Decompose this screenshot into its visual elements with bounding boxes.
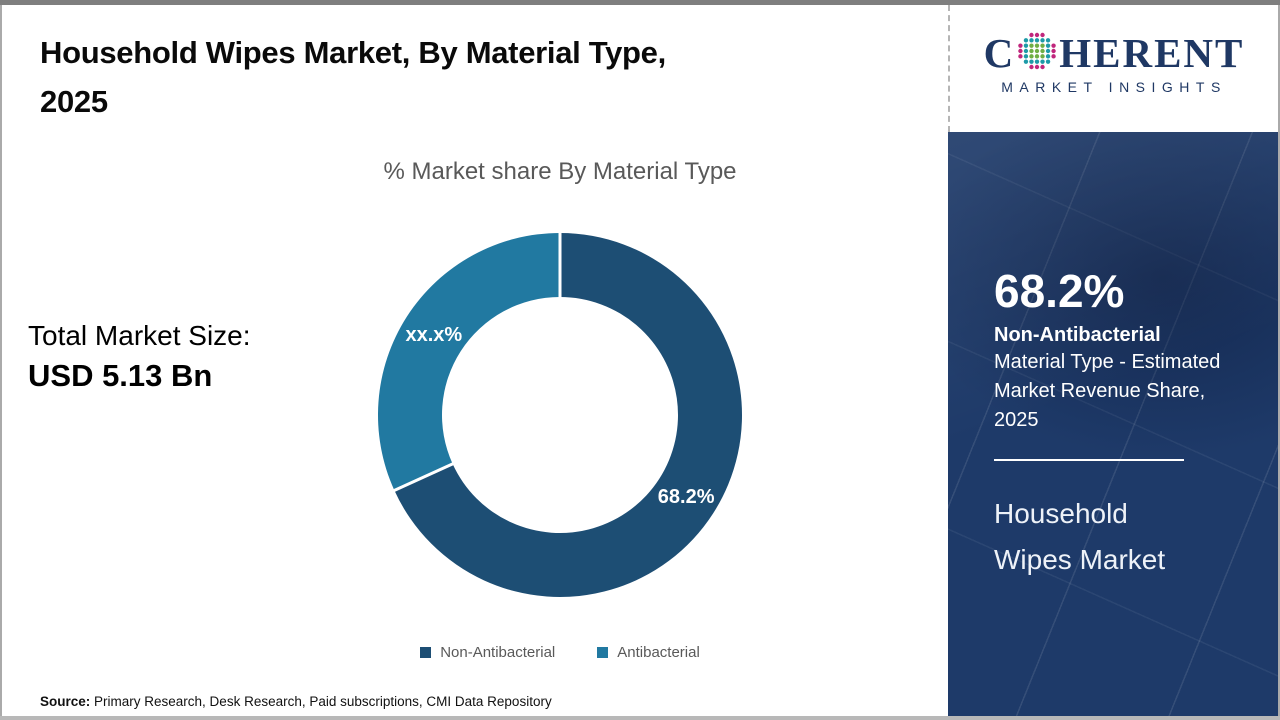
chart-title: % Market share By Material Type — [383, 158, 737, 185]
slice-label: xx.x% — [405, 324, 462, 346]
legend-item-antibacterial: Antibacterial — [597, 644, 700, 661]
source-text: Primary Research, Desk Research, Paid su… — [94, 694, 552, 709]
donut-slice-antibacterial — [378, 233, 560, 491]
slice-divider — [393, 462, 455, 492]
bottom-border — [0, 716, 1280, 720]
globe-dots-icon — [1017, 31, 1057, 78]
brand-wordmark-prefix: C — [983, 29, 1016, 76]
total-market-size-value: USD 5.13 Bn — [28, 358, 213, 393]
source-label: Source: — [40, 694, 91, 709]
brand-logo-panel: C HERENT MARKET INSIGHTS — [948, 5, 1278, 132]
chart-legend: Non-Antibacterial Antibacterial — [240, 644, 880, 661]
sidebar-stat-value: 68.2% — [994, 265, 1125, 317]
page-title: Household Wipes Market, By Material Type… — [40, 28, 880, 126]
brand-tagline: MARKET INSIGHTS — [1001, 79, 1227, 95]
sidebar-stat-label: Non-Antibacterial — [994, 324, 1161, 347]
legend-item-non-antibacterial: Non-Antibacterial — [420, 644, 555, 661]
right-border — [1278, 5, 1280, 716]
top-border — [0, 0, 1280, 5]
legend-label: Antibacterial — [617, 644, 700, 661]
sidebar-stat-description: Material Type - Estimated Market Revenue… — [994, 351, 1221, 432]
donut-slice-non-antibacterial — [394, 233, 742, 597]
total-market-size: Total Market Size: USD 5.13 Bn — [28, 320, 251, 394]
brand-wordmark: C HERENT — [950, 29, 1278, 76]
brand-wordmark-suffix: HERENT — [1059, 29, 1245, 76]
legend-swatch-non-antibacterial — [420, 647, 432, 658]
page-title-line1: Household Wipes Market, By Material Type… — [40, 35, 666, 70]
page-title-line2: 2025 — [40, 84, 108, 119]
donut-chart: 68.2% xx.x% — [378, 232, 742, 597]
left-border — [0, 5, 2, 716]
sidebar-market-name: Household Wipes Market — [994, 498, 1166, 576]
source-note: Source: Primary Research, Desk Research,… — [40, 694, 552, 709]
sidebar-divider — [994, 459, 1184, 462]
highlight-sidebar: 68.2% Non-Antibacterial Material Type - … — [948, 132, 1278, 716]
legend-label: Non-Antibacterial — [440, 644, 556, 661]
slice-label: 68.2% — [658, 486, 715, 508]
total-market-size-label: Total Market Size: — [28, 320, 251, 351]
legend-swatch-antibacterial — [597, 647, 609, 658]
